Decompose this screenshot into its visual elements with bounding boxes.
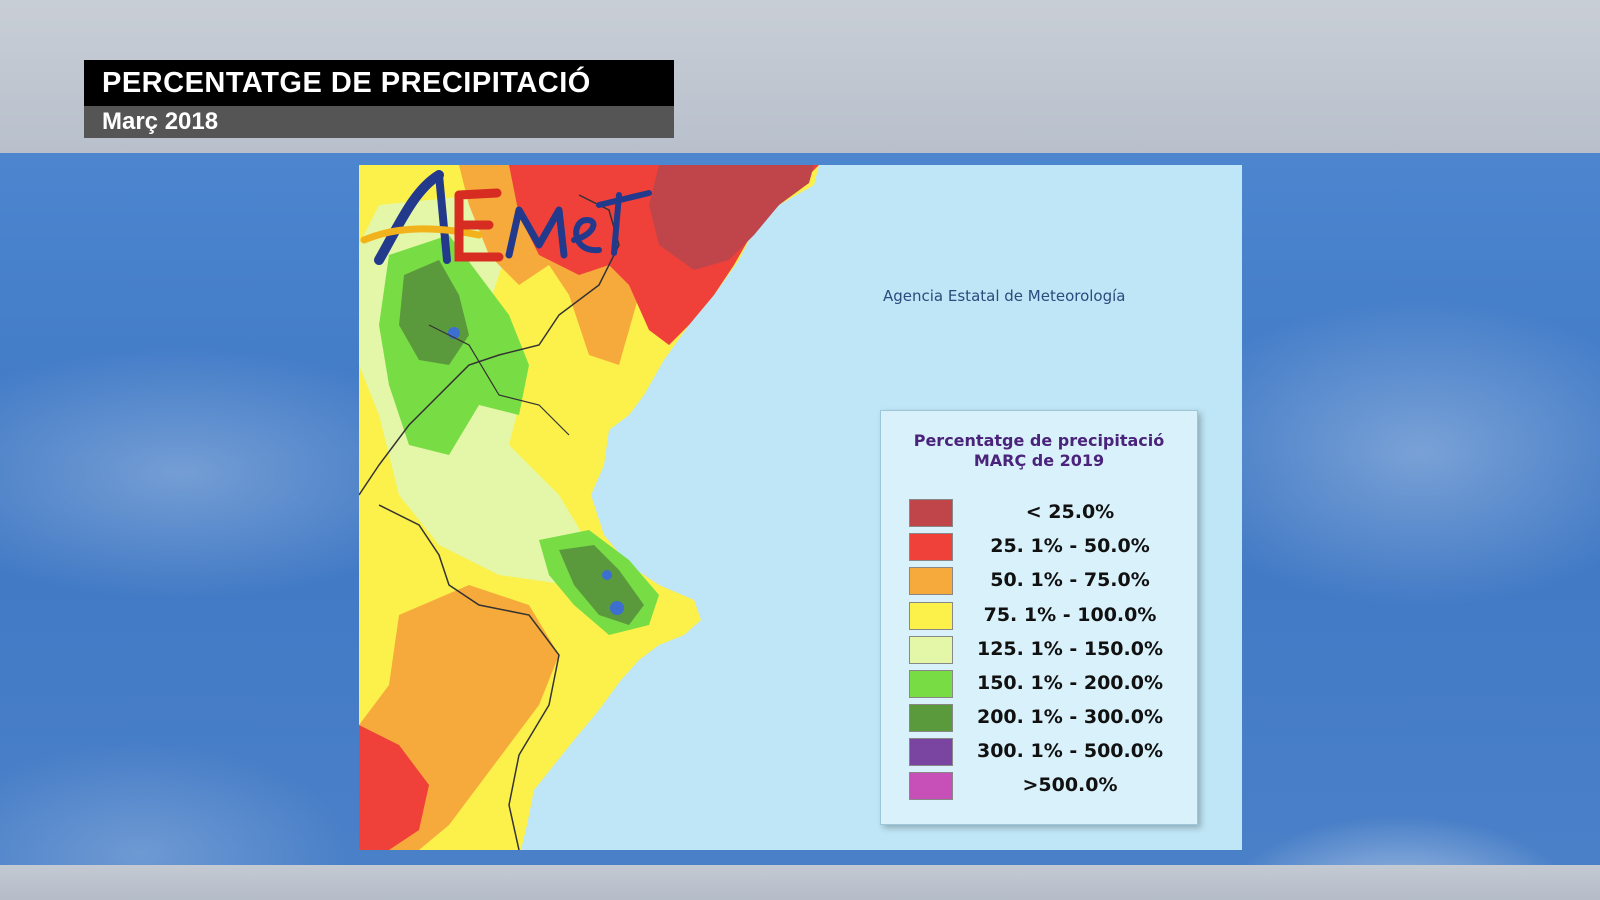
precipitation-map: Agencia Estatal de Meteorología Percenta… <box>359 165 1242 850</box>
legend-label: 50. 1% - 75.0% <box>990 569 1150 591</box>
legend-swatch <box>909 567 953 595</box>
legend-label: 25. 1% - 50.0% <box>990 535 1150 557</box>
legend-label: 200. 1% - 300.0% <box>976 706 1163 728</box>
legend-item: 300. 1% - 500.0% <box>909 738 1189 768</box>
legend-item: < 25.0% <box>909 499 1189 529</box>
legend-item: 150. 1% - 200.0% <box>909 670 1189 700</box>
legend-item: 200. 1% - 300.0% <box>909 704 1189 734</box>
legend-item: 75. 1% - 100.0% <box>909 602 1189 632</box>
zone-blue-spot <box>610 601 624 615</box>
zone-red-southwest <box>359 725 429 850</box>
legend-swatch <box>909 499 953 527</box>
aemet-logo-subtitle: Agencia Estatal de Meteorología <box>883 287 1126 305</box>
legend-swatch <box>909 533 953 561</box>
legend-swatch <box>909 704 953 732</box>
zone-blue-spot <box>602 570 612 580</box>
legend-swatch <box>909 738 953 766</box>
legend-item: 125. 1% - 150.0% <box>909 636 1189 666</box>
province-border <box>428 324 570 436</box>
legend-title-line2: MARÇ de 2019 <box>973 451 1105 470</box>
legend-title: Percentatge de precipitació MARÇ de 2019 <box>881 431 1197 471</box>
legend-label: 125. 1% - 150.0% <box>976 638 1163 660</box>
page-subtitle: Març 2018 <box>84 106 674 138</box>
legend-label: < 25.0% <box>1025 501 1115 523</box>
map-graphic <box>359 165 819 850</box>
footer-band <box>0 865 1600 900</box>
legend-item: >500.0% <box>909 772 1189 802</box>
zone-dark-red <box>649 165 814 270</box>
legend-swatch <box>909 772 953 800</box>
map-legend: Percentatge de precipitació MARÇ de 2019… <box>880 410 1198 825</box>
legend-swatch <box>909 636 953 664</box>
legend-label: 150. 1% - 200.0% <box>976 672 1163 694</box>
legend-item: 25. 1% - 50.0% <box>909 533 1189 563</box>
page-title: PERCENTATGE DE PRECIPITACIÓ <box>84 60 674 106</box>
province-border <box>378 504 560 850</box>
legend-label: 300. 1% - 500.0% <box>976 740 1163 762</box>
legend-swatch <box>909 670 953 698</box>
legend-swatch <box>909 602 953 630</box>
legend-item: 50. 1% - 75.0% <box>909 567 1189 597</box>
legend-title-line1: Percentatge de precipitació <box>913 431 1165 450</box>
zone-dark-green-north <box>399 260 469 365</box>
legend-label: >500.0% <box>1022 774 1118 796</box>
legend-label: 75. 1% - 100.0% <box>983 604 1157 626</box>
aemet-logo <box>360 170 652 265</box>
